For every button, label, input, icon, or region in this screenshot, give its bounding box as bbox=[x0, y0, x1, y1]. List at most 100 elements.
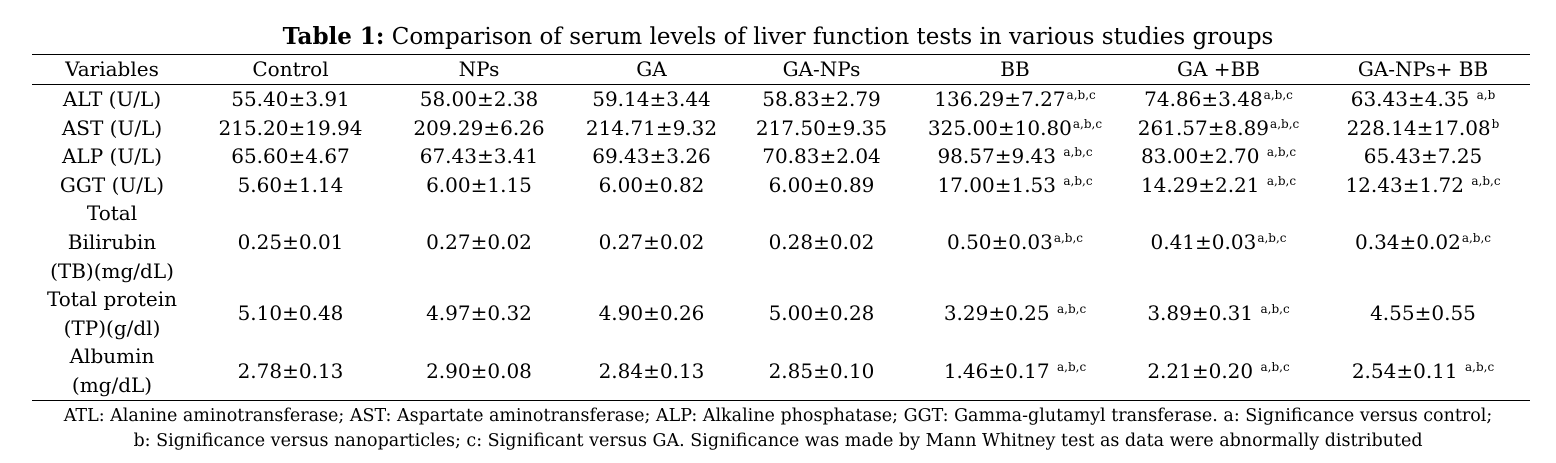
value-cell: 214.71±9.32 bbox=[569, 114, 734, 143]
value-cell: 6.00±0.82 bbox=[569, 171, 734, 200]
value-cell: 2.84±0.13 bbox=[569, 342, 734, 400]
table-row: Total protein (TP)(g/dl) 5.10±0.48 4.97±0.3… bbox=[32, 285, 1530, 342]
value-text: 5.10±0.48 bbox=[237, 301, 344, 326]
significance-marker: a,b,c bbox=[1471, 173, 1501, 188]
value-text: 228.14±17.08 bbox=[1346, 115, 1491, 140]
value-text: 2.54±0.11 bbox=[1351, 358, 1464, 383]
variable-label: Albumin bbox=[69, 344, 155, 369]
value-cell: 2.21±0.20 a,b,c bbox=[1121, 342, 1316, 400]
value-text: 0.34±0.02 bbox=[1354, 229, 1461, 254]
value-cell: 74.86±3.48a,b,c bbox=[1121, 85, 1316, 114]
value-text: 63.43±4.35 bbox=[1350, 87, 1476, 111]
value-cell: 59.14±3.44 bbox=[569, 85, 734, 114]
significance-marker: a,b,c bbox=[1260, 302, 1290, 317]
value-text: 12.43±1.72 bbox=[1345, 172, 1471, 197]
significance-marker: a,b,c bbox=[1266, 145, 1297, 160]
value-cell: 2.78±0.13 bbox=[192, 342, 389, 400]
value-cell: 261.57±8.89a,b,c bbox=[1121, 114, 1316, 143]
value-text: 67.43±3.41 bbox=[419, 144, 539, 169]
value-text: 5.00±0.28 bbox=[768, 301, 875, 326]
table-footnote: ATL: Alanine aminotransferase; AST: Aspa… bbox=[0, 404, 1556, 454]
value-text: 136.29±7.27 bbox=[934, 87, 1066, 111]
value-text: 214.71±9.32 bbox=[585, 115, 718, 140]
column-header: NPs bbox=[458, 57, 500, 82]
value-cell: 0.25±0.01 bbox=[192, 199, 389, 285]
value-text: 58.00±2.38 bbox=[419, 87, 539, 111]
value-cell: 228.14±17.08b bbox=[1316, 114, 1530, 143]
value-text: 1.46±0.17 bbox=[943, 358, 1056, 383]
value-text: 6.00±0.89 bbox=[768, 172, 875, 197]
value-text: 17.00±1.53 bbox=[937, 172, 1063, 197]
significance-marker: a,b,c bbox=[1257, 230, 1287, 245]
table-caption: Table 1: Comparison of serum levels of l… bbox=[0, 22, 1556, 52]
value-cell: 70.83±2.04 bbox=[734, 142, 909, 171]
value-text: 59.14±3.44 bbox=[592, 87, 711, 111]
column-header: Control bbox=[252, 57, 329, 82]
value-cell: 58.00±2.38 bbox=[389, 85, 569, 114]
value-text: 3.89±0.31 bbox=[1147, 301, 1260, 326]
value-cell: 325.00±10.80a,b,c bbox=[909, 114, 1121, 143]
value-cell: 55.40±3.91 bbox=[192, 85, 389, 114]
variable-cell: Albumin (mg/dL) bbox=[32, 342, 192, 400]
value-text: 69.43±3.26 bbox=[592, 144, 711, 169]
value-cell: 217.50±9.35 bbox=[734, 114, 909, 143]
variable-label: Bilirubin bbox=[67, 229, 157, 254]
column-header: BB bbox=[1000, 57, 1030, 82]
value-cell: 6.00±0.89 bbox=[734, 171, 909, 200]
value-text: 2.84±0.13 bbox=[598, 358, 705, 383]
value-cell: 136.29±7.27a,b,c bbox=[909, 85, 1121, 114]
value-text: 0.25±0.01 bbox=[237, 229, 344, 254]
value-cell: 0.41±0.03a,b,c bbox=[1121, 199, 1316, 285]
variable-label: ALP (U/L) bbox=[61, 144, 163, 169]
significance-marker: a,b,c bbox=[1063, 145, 1093, 160]
significance-marker: a,b,c bbox=[1053, 230, 1083, 245]
value-text: 5.60±1.14 bbox=[237, 172, 344, 197]
value-cell: 0.28±0.02 bbox=[734, 199, 909, 285]
significance-marker: b bbox=[1491, 116, 1500, 131]
value-text: 70.83±2.04 bbox=[762, 144, 881, 169]
value-text: 55.40±3.91 bbox=[231, 87, 350, 111]
value-cell: 0.50±0.03a,b,c bbox=[909, 199, 1121, 285]
value-text: 74.86±3.48 bbox=[1144, 87, 1263, 111]
column-header: Variables bbox=[65, 57, 159, 82]
variable-cell: GGT (U/L) bbox=[32, 171, 192, 200]
value-cell: 3.29±0.25 a,b,c bbox=[909, 285, 1121, 342]
significance-marker: a,b,c bbox=[1260, 359, 1290, 374]
footnote-line-2: b: Significance versus nanoparticles; c:… bbox=[133, 431, 1423, 451]
table-row: Total Bilirubin (TB)(mg/dL) 0.25±0.01 0.27±0… bbox=[32, 199, 1530, 285]
value-text: 0.50±0.03 bbox=[946, 229, 1053, 254]
variable-cell: AST (U/L) bbox=[32, 114, 192, 143]
value-cell: 63.43±4.35 a,b bbox=[1316, 85, 1530, 114]
value-cell: 5.00±0.28 bbox=[734, 285, 909, 342]
table-caption-text: Comparison of serum levels of liver func… bbox=[384, 24, 1274, 50]
value-cell: 2.90±0.08 bbox=[389, 342, 569, 400]
value-cell: 6.00±1.15 bbox=[389, 171, 569, 200]
value-cell: 83.00±2.70 a,b,c bbox=[1121, 142, 1316, 171]
significance-marker: a,b,c bbox=[1057, 359, 1087, 374]
column-header: GA-NPs bbox=[782, 57, 861, 82]
significance-marker: a,b,c bbox=[1263, 88, 1293, 102]
significance-marker: a,b,c bbox=[1057, 302, 1087, 317]
column-header: GA-NPs+ BB bbox=[1357, 57, 1489, 82]
value-cell: 65.43±7.25 bbox=[1316, 142, 1530, 171]
value-text: 3.29±0.25 bbox=[943, 301, 1056, 326]
variable-label: (mg/dL) bbox=[71, 372, 153, 397]
value-text: 0.28±0.02 bbox=[768, 229, 875, 254]
value-text: 4.90±0.26 bbox=[598, 301, 705, 326]
value-cell: 58.83±2.79 bbox=[734, 85, 909, 114]
value-cell: 5.10±0.48 bbox=[192, 285, 389, 342]
value-text: 325.00±10.80 bbox=[927, 115, 1072, 140]
variable-label: (TP)(g/dl) bbox=[63, 315, 161, 340]
value-cell: 1.46±0.17 a,b,c bbox=[909, 342, 1121, 400]
variable-label: (TB)(mg/dL) bbox=[50, 258, 174, 283]
value-text: 4.55±0.55 bbox=[1370, 301, 1476, 326]
value-text: 98.57±9.43 bbox=[937, 144, 1063, 169]
significance-marker: a,b,c bbox=[1270, 116, 1300, 131]
value-cell: 65.60±4.67 bbox=[192, 142, 389, 171]
value-cell: 0.27±0.02 bbox=[389, 199, 569, 285]
table-row: ALP (U/L) 65.60±4.67 67.43±3.41 69.43±3.26 7… bbox=[32, 142, 1530, 171]
value-text: 2.90±0.08 bbox=[426, 358, 532, 383]
variable-label: GGT (U/L) bbox=[59, 172, 165, 197]
value-text: 217.50±9.35 bbox=[755, 115, 888, 140]
variable-cell: Total protein (TP)(g/dl) bbox=[32, 285, 192, 342]
